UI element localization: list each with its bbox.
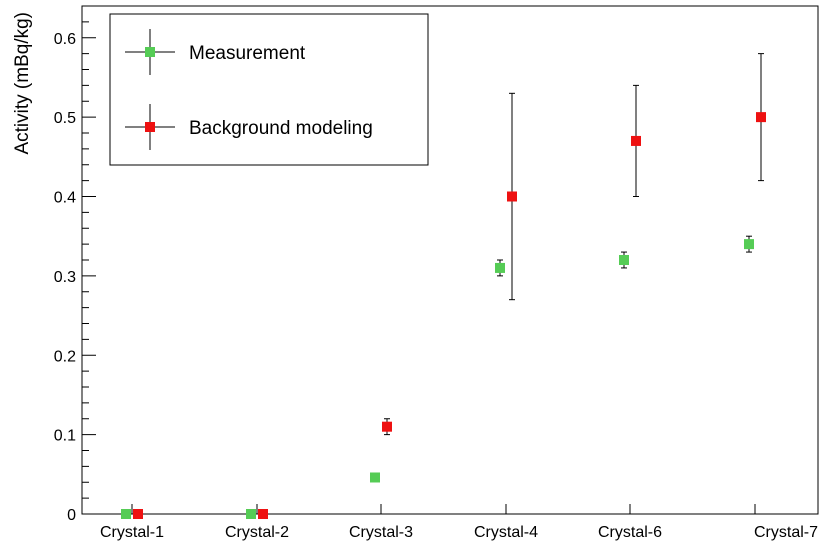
background-modeling-point: [258, 509, 268, 519]
y-tick-label: 0.5: [54, 110, 76, 127]
measurement-point: [495, 262, 505, 273]
x-tick-label: Crystal-7: [754, 524, 818, 541]
x-tick-label: Crystal-1: [100, 524, 164, 541]
measurement-point: [619, 255, 629, 265]
y-tick-label: 0.2: [54, 348, 76, 365]
background-modeling-point: [756, 112, 766, 123]
x-tick-label: Crystal-4: [474, 524, 538, 541]
background-modeling-point: [631, 135, 641, 146]
measurement-point: [246, 509, 256, 519]
x-tick-label: Crystal-6: [598, 524, 662, 541]
x-axis: Crystal-1 Crystal-2 Crystal-3 Crystal-4 Crys…: [100, 504, 818, 541]
background-modeling-point: [507, 191, 517, 202]
legend-label: Measurement: [189, 43, 306, 64]
y-axis-title: Activity (mBq/kg): [12, 12, 33, 155]
y-tick-label: 0: [67, 507, 76, 524]
measurement-point: [121, 509, 131, 519]
legend-marker: [145, 122, 155, 132]
y-tick-label: 0.3: [54, 269, 76, 286]
x-tick-label: Crystal-3: [349, 524, 413, 541]
y-tick-label: 0.1: [54, 428, 76, 445]
legend-marker: [145, 47, 155, 57]
legend-label: Background modeling: [189, 118, 373, 139]
x-tick-label: Crystal-2: [225, 524, 289, 541]
y-tick-label: 0.4: [54, 190, 76, 207]
y-axis: 0 0.1 0.2 0.3 0.4 0.5 0.6: [54, 5, 96, 524]
background-modeling-point: [133, 509, 143, 519]
data-points: [121, 53, 766, 519]
measurement-point: [744, 239, 754, 250]
background-modeling-point: [382, 421, 392, 432]
legend: Measurement Background modeling: [109, 13, 429, 166]
measurement-point: [370, 472, 380, 483]
legend-box: [109, 13, 429, 166]
y-tick-label: 0.6: [54, 31, 76, 48]
